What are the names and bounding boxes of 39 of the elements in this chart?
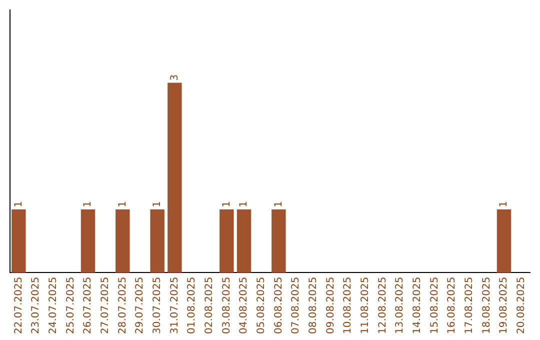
x-tick-label: 27.07.2025 <box>100 276 111 334</box>
data-label: 1 <box>82 201 94 208</box>
x-tick-label: 04.08.2025 <box>238 276 250 334</box>
x-tick-label: 07.08.2025 <box>290 276 302 334</box>
x-tick-label: 23.07.2025 <box>30 276 42 334</box>
x-tick-label: 03.08.2025 <box>221 276 232 334</box>
data-label: 1 <box>152 201 163 208</box>
x-tick-label: 29.07.2025 <box>134 276 146 334</box>
data-label: 1 <box>221 201 232 208</box>
x-tick-label: 06.08.2025 <box>273 276 284 334</box>
x-tick-label: 24.07.2025 <box>48 276 59 334</box>
x-tick-label: 19.08.2025 <box>498 276 510 334</box>
x-tick-label: 30.07.2025 <box>152 276 163 334</box>
x-tick-label: 12.08.2025 <box>377 276 388 334</box>
x-tick-label: 01.08.2025 <box>186 276 198 334</box>
x-tick-label: 28.07.2025 <box>117 276 128 334</box>
data-label: 1 <box>273 201 284 208</box>
x-tick-label: 22.07.2025 <box>13 276 24 334</box>
x-tick-label: 11.08.2025 <box>360 276 371 334</box>
data-label: 1 <box>117 201 128 208</box>
x-tick-label: 15.08.2025 <box>429 276 440 334</box>
x-tick-label: 10.08.2025 <box>342 276 354 334</box>
data-label: 1 <box>238 201 250 208</box>
x-tick-label: 20.08.2025 <box>516 276 527 334</box>
x-tick-label: 16.08.2025 <box>446 276 458 334</box>
data-label: 3 <box>169 74 180 81</box>
x-tick-label: 17.08.2025 <box>464 276 475 334</box>
data-label: 1 <box>498 201 510 208</box>
x-tick-label: 25.07.2025 <box>65 276 76 334</box>
x-tick-label: 13.08.2025 <box>394 276 406 334</box>
data-label: 1 <box>13 201 24 208</box>
x-tick-label: 02.08.2025 <box>204 276 215 334</box>
x-tick-label: 09.08.2025 <box>325 276 336 334</box>
x-tick-label: 14.08.2025 <box>412 276 423 334</box>
x-tick-label: 26.07.2025 <box>82 276 94 334</box>
x-tick-label: 31.07.2025 <box>169 276 180 334</box>
x-tick-label: 18.08.2025 <box>481 276 492 334</box>
x-tick-label: 08.08.2025 <box>308 276 319 334</box>
x-tick-label: 05.08.2025 <box>256 276 267 334</box>
